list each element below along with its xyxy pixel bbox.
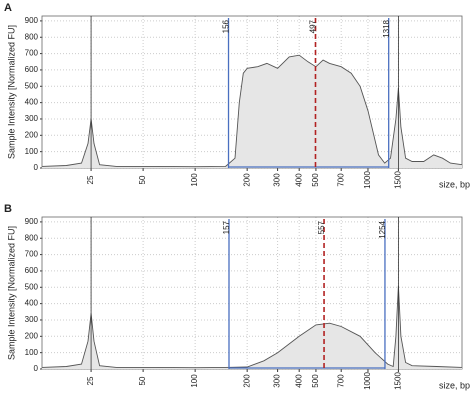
y-tick-label: 400	[25, 98, 39, 107]
region-label: 1254	[378, 220, 387, 238]
y-tick-label: 500	[25, 81, 39, 90]
y-tick-label: 0	[34, 364, 39, 373]
y-tick-label: 0	[34, 163, 39, 172]
x-axis-label: size, bp	[439, 179, 470, 189]
y-tick-label: 900	[25, 217, 39, 226]
x-tick-label: 100	[190, 374, 199, 388]
peak-label: 497	[309, 19, 318, 33]
x-tick-label: 400	[294, 173, 303, 187]
x-tick-label: 50	[138, 175, 147, 184]
x-tick-label: 300	[273, 173, 282, 187]
y-tick-label: 300	[25, 315, 39, 324]
y-tick-label: 300	[25, 114, 39, 123]
x-tick-label: 700	[336, 374, 345, 388]
x-tick-label: 700	[336, 173, 345, 187]
region-label: 157	[222, 220, 231, 234]
y-axis-label: Sample Intensity [Normalized FU]	[6, 25, 16, 159]
x-tick-label: 25	[86, 376, 95, 385]
x-axis-label: size, bp	[439, 380, 470, 390]
x-tick-label: 400	[294, 374, 303, 388]
trace-fill	[42, 285, 462, 369]
x-tick-label: 200	[242, 374, 251, 388]
x-tick-label: 500	[311, 374, 320, 388]
x-tick-label: 1500	[394, 372, 403, 390]
y-tick-label: 700	[25, 250, 39, 259]
y-tick-label: 800	[25, 233, 39, 242]
y-tick-label: 600	[25, 266, 39, 275]
y-tick-label: 200	[25, 331, 39, 340]
y-tick-label: 400	[25, 299, 39, 308]
y-axis-label: Sample Intensity [Normalized FU]	[6, 226, 16, 360]
y-tick-label: 500	[25, 282, 39, 291]
y-tick-label: 900	[25, 16, 39, 25]
trace-line	[41, 285, 463, 369]
x-tick-label: 300	[273, 374, 282, 388]
peak-label: 557	[317, 220, 326, 234]
y-tick-label: 100	[25, 348, 39, 357]
x-tick-label: 25	[86, 175, 95, 184]
x-tick-label: 1500	[394, 171, 403, 189]
panel-label: B	[4, 203, 12, 215]
trace-line	[41, 54, 463, 168]
region-label: 156	[222, 19, 231, 33]
x-tick-label: 50	[138, 376, 147, 385]
y-tick-label: 200	[25, 130, 39, 139]
y-tick-label: 700	[25, 49, 39, 58]
trace-fill	[42, 55, 462, 169]
region-label: 1318	[382, 19, 391, 37]
x-tick-label: 500	[311, 173, 320, 187]
x-tick-label: 100	[190, 173, 199, 187]
y-tick-label: 800	[25, 32, 39, 41]
y-tick-label: 600	[25, 65, 39, 74]
panel-label: A	[4, 2, 12, 14]
x-tick-label: 1000	[363, 372, 372, 390]
x-tick-label: 200	[242, 173, 251, 187]
x-tick-label: 1000	[363, 171, 372, 189]
y-tick-label: 100	[25, 147, 39, 156]
